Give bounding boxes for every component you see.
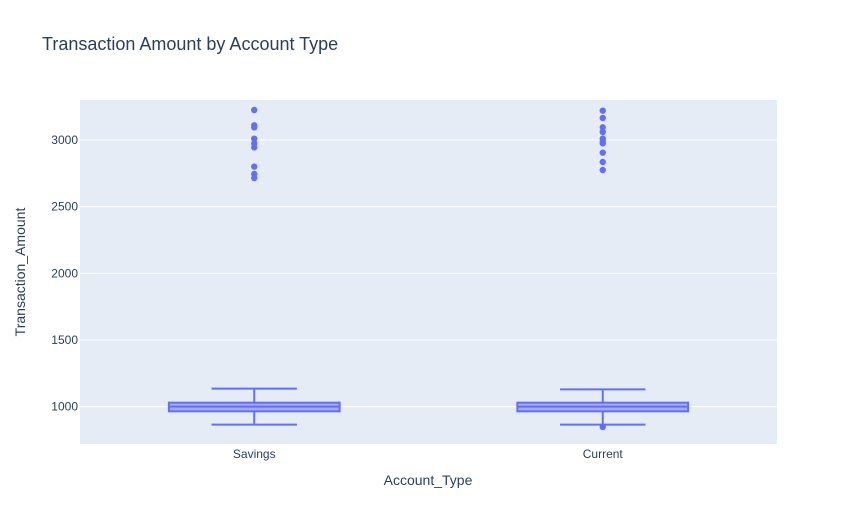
x-tick-label: Savings [233, 447, 276, 461]
outlier-point [599, 423, 606, 431]
boxes [167, 106, 690, 431]
x-tick-label: Current [583, 447, 624, 461]
outlier-point [599, 140, 606, 147]
outlier-point [251, 144, 258, 151]
y-axis-ticks: 1000 1500 2000 2500 3000 [51, 133, 78, 414]
outlier-point [599, 128, 606, 136]
box-savings [167, 106, 341, 426]
outlier-point [599, 158, 606, 166]
x-axis-title: Account_Type [384, 472, 473, 488]
x-axis-ticks: Savings Current [233, 447, 624, 461]
box-current [516, 107, 690, 431]
y-tick-label: 3000 [51, 133, 78, 147]
y-tick-label: 1000 [51, 400, 78, 414]
outlier-point [599, 124, 606, 131]
outlier-point [599, 149, 606, 156]
plot-area [80, 100, 777, 444]
outlier-point [251, 124, 258, 131]
y-tick-label: 2000 [51, 266, 78, 280]
y-axis-title: Transaction_Amount [12, 208, 28, 337]
outlier-point [251, 174, 258, 182]
chart-title: Transaction Amount by Account Type [42, 34, 338, 54]
outlier-point [251, 163, 258, 170]
outlier-point [599, 107, 606, 114]
y-tick-label: 2500 [51, 200, 78, 214]
outlier-point [251, 135, 258, 142]
outlier-point [251, 106, 258, 114]
outlier-point [599, 166, 606, 174]
y-tick-label: 1500 [51, 333, 78, 347]
outlier-point [599, 114, 606, 122]
